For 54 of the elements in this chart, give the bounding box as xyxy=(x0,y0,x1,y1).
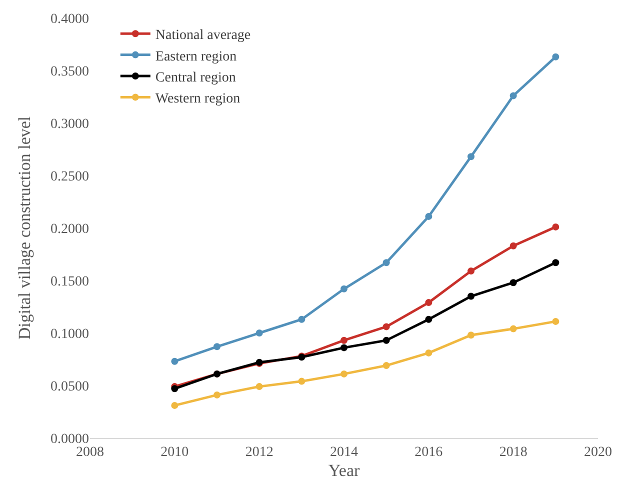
y-tick-label: 0.1000 xyxy=(50,326,89,342)
point xyxy=(510,279,517,286)
point xyxy=(382,362,390,370)
x-tick-label: 2016 xyxy=(414,444,443,460)
y-tick-label: 0.4000 xyxy=(50,12,89,27)
x-axis-title: Year xyxy=(328,461,360,480)
point xyxy=(214,391,220,398)
point xyxy=(425,316,432,323)
legend-label: Western region xyxy=(155,92,240,107)
point xyxy=(382,336,390,344)
y-tick-label: 0.2000 xyxy=(50,222,89,237)
point xyxy=(382,323,390,330)
point xyxy=(171,358,178,365)
point xyxy=(425,212,432,220)
point xyxy=(425,349,432,356)
legend-label: Central region xyxy=(155,70,236,86)
x-tick-label: 2012 xyxy=(245,444,274,460)
point xyxy=(298,378,306,385)
point xyxy=(468,292,474,300)
y-tick-label: 0.0000 xyxy=(50,432,89,447)
point xyxy=(510,325,517,332)
point xyxy=(552,53,560,60)
point xyxy=(214,343,220,350)
point xyxy=(468,332,474,339)
point xyxy=(298,316,306,323)
point xyxy=(510,242,517,250)
legend-label: National average xyxy=(155,28,251,44)
y-tick-label: 0.3500 xyxy=(50,64,89,80)
point xyxy=(340,285,348,292)
point xyxy=(510,92,517,100)
point xyxy=(256,383,263,390)
x-tick-label: 2010 xyxy=(160,444,189,460)
point xyxy=(425,299,432,306)
x-tick-label: 2020 xyxy=(584,444,612,460)
point xyxy=(256,330,263,336)
point xyxy=(552,318,560,325)
x-tick-label: 2018 xyxy=(499,444,528,460)
point xyxy=(552,223,560,230)
legend-label: Eastern region xyxy=(155,49,237,64)
y-tick-label: 0.3000 xyxy=(50,116,89,132)
y-tick-label: 0.1500 xyxy=(50,274,89,290)
point xyxy=(552,259,560,266)
point xyxy=(382,259,390,266)
point xyxy=(468,268,474,275)
y-tick-label: 0.0500 xyxy=(50,379,89,394)
y-tick-label: 0.2500 xyxy=(50,169,89,184)
point xyxy=(340,344,348,352)
point xyxy=(468,153,474,160)
point xyxy=(340,336,348,344)
y-axis-title: Digital village construction level xyxy=(15,116,34,340)
x-tick-label: 2014 xyxy=(330,444,358,460)
point xyxy=(340,370,348,378)
x-tick-label: 2008 xyxy=(76,444,104,460)
point xyxy=(171,402,178,409)
